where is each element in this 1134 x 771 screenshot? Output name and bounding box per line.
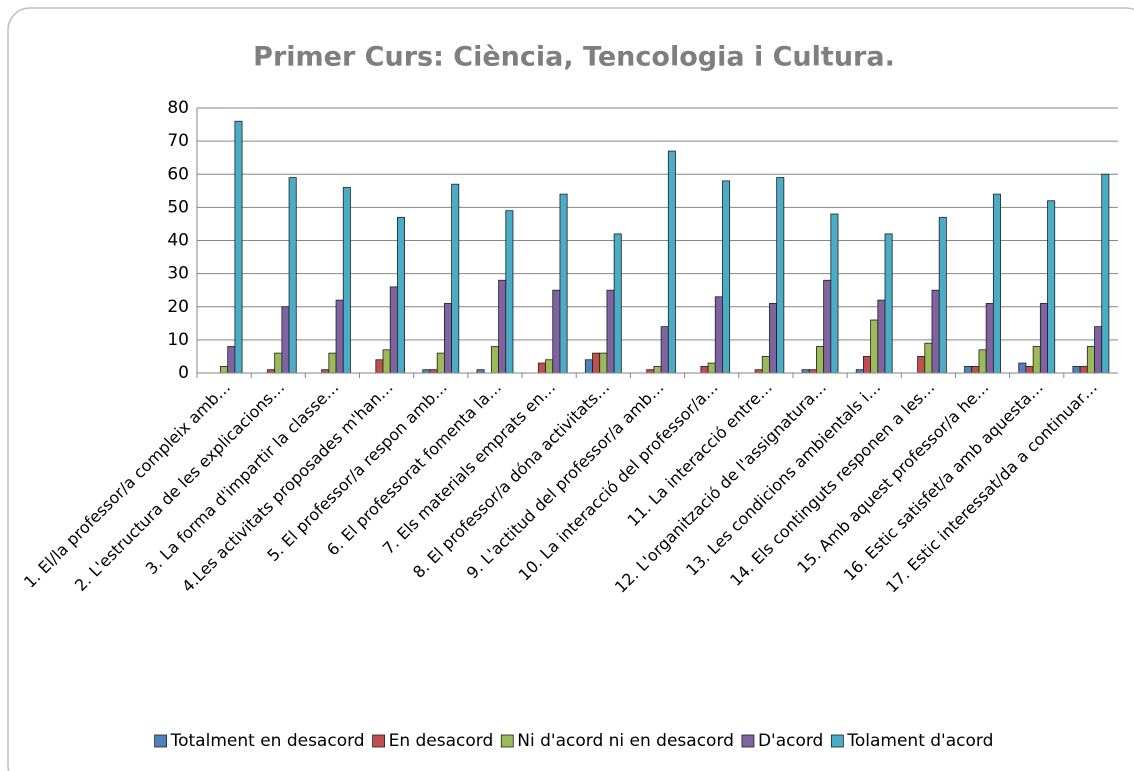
bar (830, 213, 839, 374)
y-tick-label: 30 (167, 264, 189, 284)
legend-label: D'acord (758, 731, 823, 751)
bar (722, 180, 731, 374)
bar (220, 365, 229, 374)
y-tick-label: 60 (167, 164, 189, 184)
bar (1072, 365, 1081, 374)
bar (436, 352, 445, 374)
bar (863, 356, 872, 374)
y-tick-label: 40 (167, 231, 189, 251)
bar (375, 359, 384, 374)
bar (537, 362, 546, 374)
bar (884, 233, 893, 374)
bar (592, 352, 601, 374)
y-tick-label: 0 (178, 363, 189, 383)
bar (1039, 303, 1048, 374)
legend-label: Totalment en desacord (170, 731, 365, 751)
bar (443, 303, 452, 374)
bar (964, 365, 973, 374)
y-tick-label: 20 (167, 297, 189, 317)
bar (870, 319, 879, 374)
bar (281, 306, 290, 374)
bar (823, 279, 832, 374)
bar (389, 286, 398, 374)
bar (877, 299, 886, 374)
chart-frame (7, 7, 1134, 771)
y-tick-label: 80 (167, 98, 189, 118)
bar (707, 362, 716, 374)
chart-title: Primer Curs: Ciència, Tencologia i Cultu… (253, 42, 895, 73)
bar (931, 289, 940, 374)
bar (992, 193, 1001, 374)
bar (1101, 173, 1110, 374)
bar (985, 303, 994, 374)
bar (288, 177, 297, 374)
bar (498, 279, 507, 374)
bar (660, 326, 669, 374)
bar (274, 352, 283, 374)
bar (761, 356, 770, 374)
legend-swatch (500, 734, 514, 748)
bar (667, 150, 676, 374)
y-tick-label: 50 (167, 197, 189, 217)
bar (606, 289, 615, 374)
bar (776, 177, 785, 374)
legend-swatch (372, 734, 385, 748)
bar (342, 187, 351, 374)
bar (769, 303, 778, 374)
bar (1086, 346, 1095, 374)
bar (700, 365, 709, 374)
bar (1018, 362, 1027, 374)
bar (978, 349, 987, 374)
bar (335, 299, 344, 374)
y-tick-label: 70 (167, 131, 189, 151)
bar (552, 289, 561, 374)
bar (328, 352, 337, 374)
bar (584, 359, 593, 374)
bar (938, 216, 947, 374)
bar (917, 356, 926, 374)
bar (559, 193, 568, 374)
bar (505, 210, 514, 374)
bar (714, 296, 723, 374)
bar (227, 346, 236, 374)
bar (234, 120, 243, 374)
bar (1047, 200, 1056, 374)
legend-label: Ni d'acord ni en desacord (517, 731, 734, 751)
bar (545, 359, 554, 374)
bar (653, 365, 662, 374)
bar (382, 349, 391, 374)
bar (816, 346, 825, 374)
y-tick-label: 10 (167, 330, 189, 350)
bar (924, 342, 933, 374)
bar (1032, 346, 1041, 374)
legend-swatch (154, 734, 168, 748)
bar (599, 352, 608, 374)
bar (613, 233, 622, 374)
bar (971, 365, 980, 374)
legend-swatch (741, 734, 755, 748)
legend-swatch (830, 734, 844, 748)
legend-label: En desacord (389, 731, 494, 751)
bar (1079, 365, 1088, 374)
legend-label: Tolament d'acord (846, 731, 993, 751)
bar (451, 183, 460, 374)
bar (397, 216, 406, 374)
bar (1094, 326, 1103, 374)
bar (490, 346, 499, 374)
bar (1025, 365, 1034, 374)
